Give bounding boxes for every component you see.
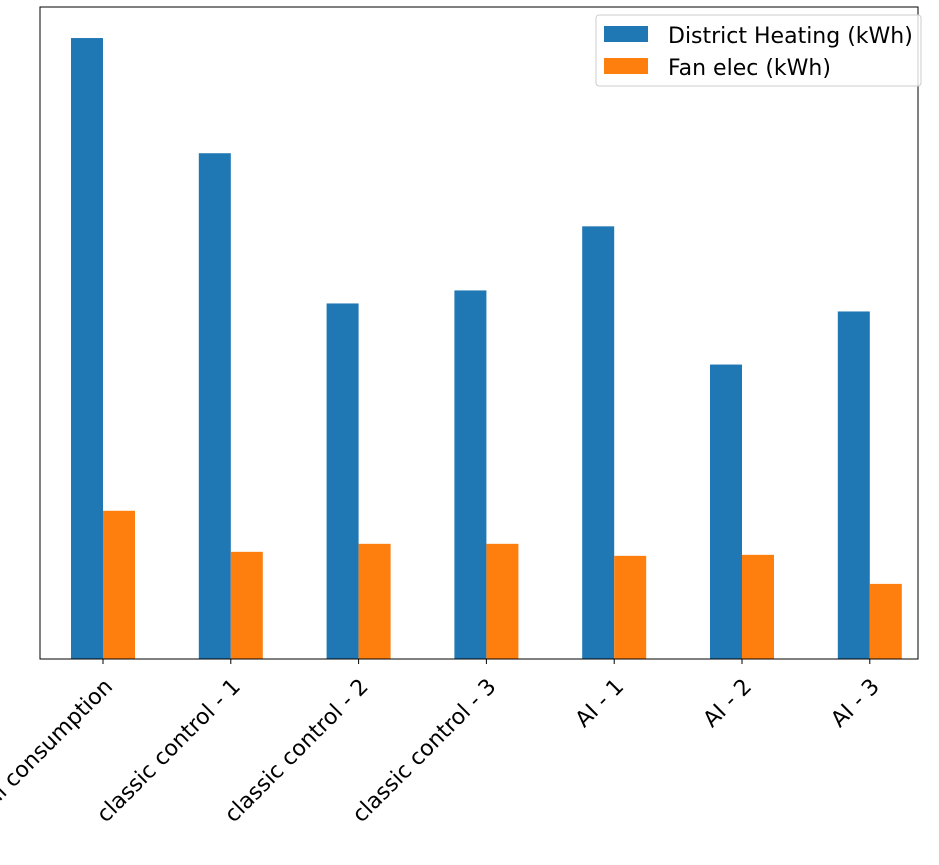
bar-district-heating-kwh-classic-control-2 [326, 303, 359, 659]
legend: District Heating (kWh) Fan elec (kWh) [595, 14, 922, 87]
legend-swatch-district-heating [604, 26, 648, 42]
x-tick-label: AI - 2 [699, 674, 757, 732]
bar-fan-elec-kwh-classic-control-3 [486, 543, 519, 659]
bar-fan-elec-kwh-ai-1 [614, 555, 647, 659]
bar-district-heating-kwh-historical-consumption [71, 38, 103, 660]
bar-district-heating-kwh-ai-1 [582, 226, 615, 659]
legend-label-district-heating: District Heating (kWh) [668, 24, 913, 49]
x-tick-label: AI - 3 [826, 674, 884, 732]
x-tick-label: classic control - 3 [348, 674, 501, 827]
bar-fan-elec-kwh-classic-control-1 [230, 551, 263, 659]
legend-swatch-fan-elec [604, 58, 648, 74]
bar-fan-elec-kwh-classic-control-2 [358, 543, 391, 659]
x-tick-label: classic control - 2 [220, 674, 373, 827]
x-tick-label: historical consumption [0, 674, 118, 865]
legend-frame [595, 14, 922, 87]
legend-label-fan-elec: Fan elec (kWh) [668, 56, 831, 81]
bar-district-heating-kwh-ai-3 [837, 311, 870, 659]
bar-fan-elec-kwh-ai-2 [742, 554, 774, 659]
plot-frame [39, 6, 919, 660]
x-tick-label: classic control - 1 [92, 674, 245, 827]
bar-district-heating-kwh-classic-control-3 [454, 290, 487, 659]
bar-district-heating-kwh-ai-2 [710, 364, 742, 659]
bar-fan-elec-kwh-ai-3 [869, 583, 902, 659]
bar-fan-elec-kwh-historical-consumption [103, 510, 135, 659]
bars-layer [71, 38, 902, 660]
x-tick-label: AI - 1 [571, 674, 629, 732]
bar-district-heating-kwh-classic-control-1 [198, 153, 231, 659]
